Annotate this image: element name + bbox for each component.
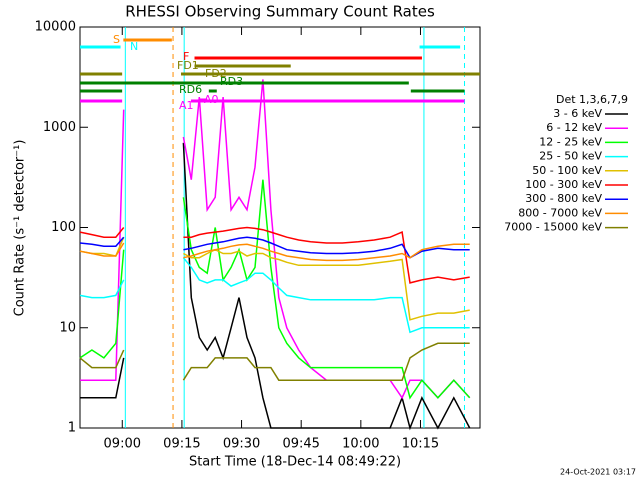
series-line	[79, 236, 470, 259]
legend-label: 50 - 100 keV	[532, 164, 602, 177]
y-tick-label: 1000	[43, 120, 76, 135]
x-tick-label: 09:45	[282, 437, 319, 452]
footer: 24-Oct-2021 03:17	[560, 468, 636, 477]
flag-label: FD2	[205, 67, 227, 80]
chart-title: RHESSI Observing Summary Count Rates	[125, 3, 435, 21]
legend-label: 7000 - 15000 keV	[504, 221, 602, 234]
series-line	[79, 257, 470, 334]
x-axis-label: Start Time (18-Dec-14 08:49:22)	[189, 455, 401, 470]
flag-label: F	[183, 50, 189, 63]
series-line	[80, 142, 471, 431]
x-tick-label: 10:00	[342, 437, 379, 452]
legend-label: 6 - 12 keV	[546, 121, 602, 134]
legend-title: Det 1,3,6,7,9	[556, 93, 628, 106]
flag-label: N	[130, 40, 138, 53]
legend-label: 100 - 300 keV	[525, 178, 602, 191]
series-line	[79, 342, 470, 381]
series-line	[79, 242, 470, 262]
x-tick-label: 09:15	[163, 437, 200, 452]
x-tick-label: 09:00	[104, 437, 141, 452]
legend-label: 800 - 7000 keV	[518, 206, 602, 219]
legend-label: 3 - 6 keV	[553, 107, 602, 120]
flag-label: FD1	[177, 59, 199, 72]
y-tick-label: 10	[59, 320, 76, 335]
y-tick-label: 10000	[35, 20, 76, 35]
x-tick-label: 09:30	[223, 437, 260, 452]
legend-label: 25 - 50 keV	[539, 150, 602, 163]
flag-label: RD6	[179, 83, 202, 96]
series-line	[79, 226, 470, 284]
flag-label: A1	[179, 99, 194, 112]
y-tick-label: 100	[51, 220, 76, 235]
flag-label: S	[113, 33, 120, 46]
legend-label: 300 - 800 keV	[525, 192, 602, 205]
series-line	[79, 179, 471, 400]
flag-label: RD3	[220, 75, 243, 88]
y-tick-label: 1	[68, 421, 76, 436]
x-tick-label: 10:15	[402, 437, 439, 452]
y-axis-label: Count Rate (s⁻¹ detector⁻¹)	[13, 140, 28, 317]
legend-label: 12 - 25 keV	[539, 135, 602, 148]
